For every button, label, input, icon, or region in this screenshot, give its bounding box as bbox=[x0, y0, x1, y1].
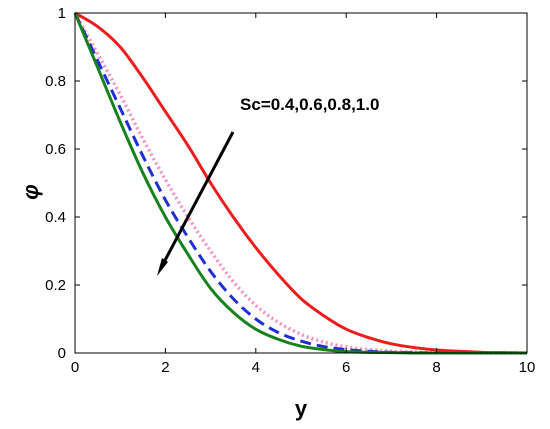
tick-layer: 0 2 4 6 8 10 0 0.2 0.4 0.6 0.8 1 bbox=[45, 5, 535, 376]
x-axis-label: y bbox=[295, 396, 308, 421]
y-tick-label: 0 bbox=[58, 345, 66, 362]
x-tick-label: 6 bbox=[342, 359, 350, 376]
y-tick-label: 1 bbox=[58, 5, 66, 22]
x-tick-label: 10 bbox=[519, 359, 536, 376]
series-sc-1-0 bbox=[73, 12, 527, 355]
annotation-arrow bbox=[160, 131, 235, 267]
curves-layer bbox=[73, 11, 528, 355]
x-tick-label: 0 bbox=[71, 359, 79, 376]
y-tick-label: 0.2 bbox=[45, 277, 66, 294]
annotation-arrowhead bbox=[157, 258, 168, 276]
series-sc-0-6 bbox=[73, 12, 527, 355]
annotation-sc: Sc=0.4,0.6,0.8,1.0 bbox=[240, 95, 379, 114]
y-tick-label: 0.4 bbox=[45, 209, 66, 226]
series-sc-0-4 bbox=[74, 11, 528, 355]
y-tick-label: 0.8 bbox=[45, 73, 66, 90]
x-tick-label: 2 bbox=[161, 359, 169, 376]
series-sc-0-8 bbox=[73, 12, 527, 355]
y-tick-label: 0.6 bbox=[45, 141, 66, 158]
y-axis-label: φ bbox=[18, 184, 43, 199]
x-tick-label: 8 bbox=[432, 359, 440, 376]
plot-frame bbox=[74, 12, 528, 354]
x-tick-label: 4 bbox=[252, 359, 260, 376]
